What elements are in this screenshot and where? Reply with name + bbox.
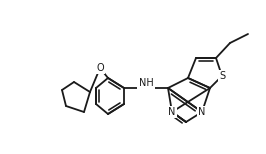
Text: S: S [219, 71, 225, 81]
Text: N: N [198, 107, 206, 117]
Text: O: O [96, 63, 104, 73]
Text: N: N [168, 107, 176, 117]
Text: NH: NH [139, 78, 153, 88]
